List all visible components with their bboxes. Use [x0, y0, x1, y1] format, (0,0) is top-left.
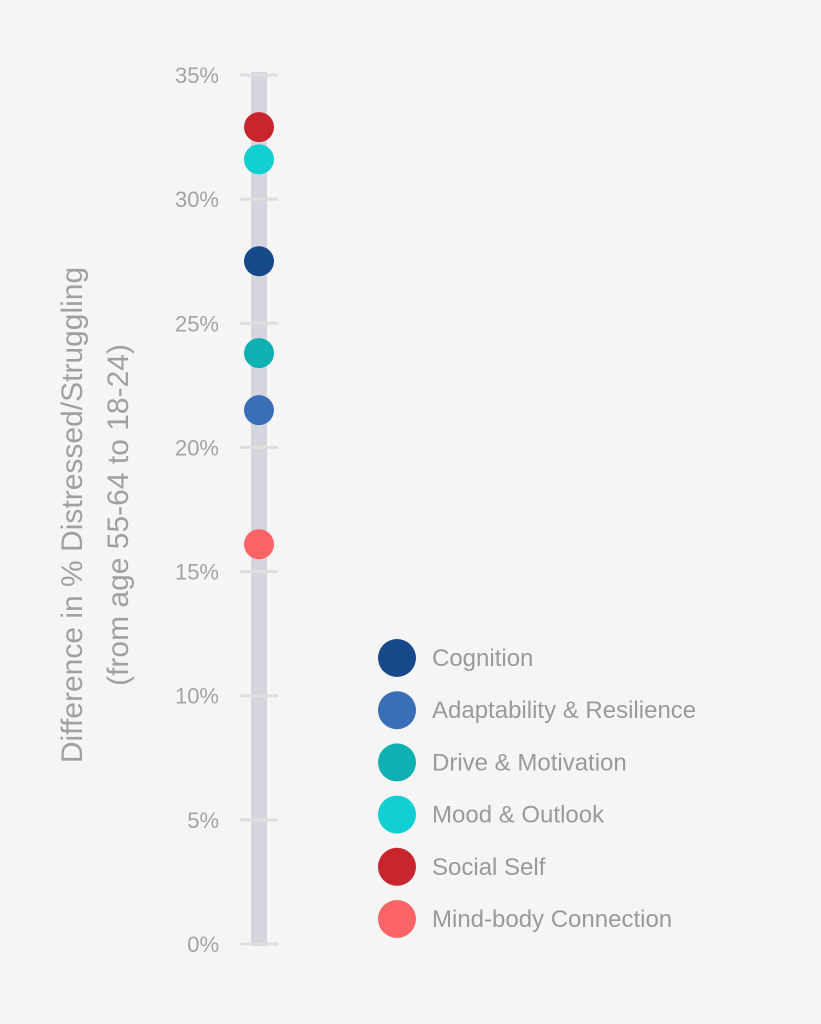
legend-label: Cognition [432, 645, 533, 672]
y-tick-label: 20% [175, 435, 219, 460]
y-axis-label: Difference in % Distressed/Struggling [56, 267, 89, 763]
y-tick-label: 5% [187, 808, 219, 833]
data-point-mind-body-connection [244, 529, 274, 560]
data-point-mood-outlook [244, 144, 274, 175]
y-axis-label-line2: (from age 55-64 to 18-24) [102, 344, 135, 686]
legend-label: Mind-body Connection [432, 906, 672, 933]
value-track [251, 72, 267, 946]
legend-swatch [378, 795, 416, 834]
legend-swatch [378, 743, 416, 782]
legend-label: Mood & Outlook [432, 802, 605, 829]
data-point-adaptability-resilience [244, 395, 274, 426]
legend-label: Adaptability & Resilience [432, 697, 696, 724]
data-point-drive-motivation [244, 338, 274, 369]
legend-swatch [378, 847, 416, 886]
y-tick-label: 0% [187, 932, 219, 957]
y-tick-label: 15% [175, 560, 219, 585]
data-point-social-self [244, 112, 274, 143]
y-tick-label: 35% [175, 63, 219, 88]
legend-label: Drive & Motivation [432, 749, 627, 776]
y-tick-label: 10% [175, 684, 219, 709]
data-point-cognition [244, 246, 274, 277]
y-tick-label: 25% [175, 311, 219, 336]
y-tick-label: 30% [175, 187, 219, 212]
legend-label: Social Self [432, 854, 546, 881]
legend-swatch [378, 900, 416, 938]
legend-swatch [378, 639, 416, 677]
legend-swatch [378, 691, 416, 730]
